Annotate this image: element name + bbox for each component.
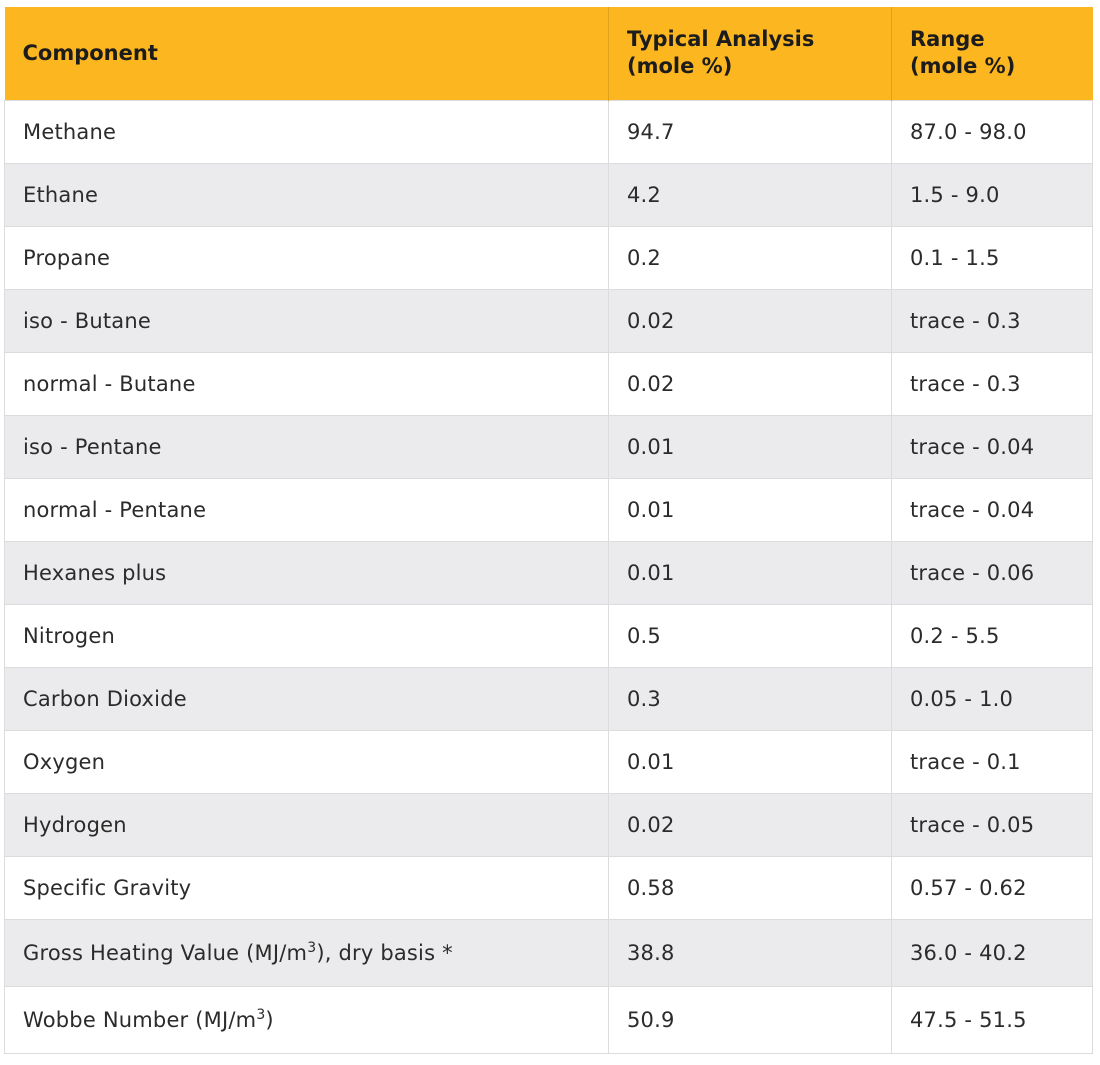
cell-range: trace - 0.3 xyxy=(891,351,1093,416)
cell-range: 0.2 - 5.5 xyxy=(891,603,1093,668)
cell-typical: 94.7 xyxy=(608,99,892,164)
header-component: Component xyxy=(4,7,609,100)
cell-typical: 0.3 xyxy=(608,666,892,731)
cell-range: 87.0 - 98.0 xyxy=(891,99,1093,164)
cell-component: Carbon Dioxide xyxy=(4,666,609,731)
cell-range: trace - 0.04 xyxy=(891,414,1093,479)
cell-range: 0.1 - 1.5 xyxy=(891,225,1093,290)
wobbe-label-post: ) xyxy=(265,1007,274,1032)
table-row: Carbon Dioxide 0.3 0.05 - 1.0 xyxy=(4,666,1093,731)
table-row: normal - Butane 0.02 trace - 0.3 xyxy=(4,351,1093,416)
header-range-line1: Range xyxy=(910,27,985,52)
cell-component: Oxygen xyxy=(4,729,609,794)
table-row-gross-heating-value: Gross Heating Value (MJ/m3), dry basis *… xyxy=(4,918,1093,987)
cell-component: Wobbe Number (MJ/m3) xyxy=(4,985,609,1054)
cell-range: trace - 0.05 xyxy=(891,792,1093,857)
cell-typical: 0.5 xyxy=(608,603,892,668)
cell-range: 1.5 - 9.0 xyxy=(891,162,1093,227)
header-typical-line1: Typical Analysis xyxy=(627,27,815,52)
table-row: Ethane 4.2 1.5 - 9.0 xyxy=(4,162,1093,227)
cell-typical: 0.02 xyxy=(608,288,892,353)
cell-component: iso - Butane xyxy=(4,288,609,353)
table-row: Propane 0.2 0.1 - 1.5 xyxy=(4,225,1093,290)
table-row-wobbe-number: Wobbe Number (MJ/m3) 50.9 47.5 - 51.5 xyxy=(4,985,1093,1054)
cell-typical: 0.01 xyxy=(608,477,892,542)
cell-component: Methane xyxy=(4,99,609,164)
gross-heating-label-pre: Gross Heating Value (MJ/m xyxy=(23,940,308,965)
table-row: iso - Pentane 0.01 trace - 0.04 xyxy=(4,414,1093,479)
wobbe-superscript: 3 xyxy=(256,1006,266,1023)
gross-heating-superscript: 3 xyxy=(307,939,317,956)
table-body: Methane 94.7 87.0 - 98.0 Ethane 4.2 1.5 … xyxy=(4,99,1093,1054)
header-range: Range (mole %) xyxy=(891,7,1093,100)
cell-typical: 0.02 xyxy=(608,351,892,416)
header-typical-analysis: Typical Analysis (mole %) xyxy=(608,7,892,100)
cell-component: Specific Gravity xyxy=(4,855,609,920)
table-row: Hydrogen 0.02 trace - 0.05 xyxy=(4,792,1093,857)
table-row: Nitrogen 0.5 0.2 - 5.5 xyxy=(4,603,1093,668)
header-range-line2: (mole %) xyxy=(910,54,1016,79)
cell-typical: 50.9 xyxy=(608,985,892,1054)
cell-component: Propane xyxy=(4,225,609,290)
cell-component: normal - Butane xyxy=(4,351,609,416)
cell-component: normal - Pentane xyxy=(4,477,609,542)
cell-range: 0.05 - 1.0 xyxy=(891,666,1093,731)
cell-typical: 0.01 xyxy=(608,540,892,605)
cell-component: Nitrogen xyxy=(4,603,609,668)
table-row: Hexanes plus 0.01 trace - 0.06 xyxy=(4,540,1093,605)
cell-typical: 0.2 xyxy=(608,225,892,290)
table-row: Oxygen 0.01 trace - 0.1 xyxy=(4,729,1093,794)
cell-component: Ethane xyxy=(4,162,609,227)
cell-range: trace - 0.04 xyxy=(891,477,1093,542)
cell-component: Hydrogen xyxy=(4,792,609,857)
cell-component: Gross Heating Value (MJ/m3), dry basis * xyxy=(4,918,609,987)
table-header: Component Typical Analysis (mole %) Rang… xyxy=(4,7,1093,100)
cell-typical: 38.8 xyxy=(608,918,892,987)
cell-component: iso - Pentane xyxy=(4,414,609,479)
gas-composition-table-container: Component Typical Analysis (mole %) Rang… xyxy=(4,7,1093,1054)
cell-range: trace - 0.1 xyxy=(891,729,1093,794)
header-component-label: Component xyxy=(22,40,158,65)
table-row: Methane 94.7 87.0 - 98.0 xyxy=(4,99,1093,164)
cell-component: Hexanes plus xyxy=(4,540,609,605)
cell-typical: 0.01 xyxy=(608,414,892,479)
cell-typical: 4.2 xyxy=(608,162,892,227)
table-row: normal - Pentane 0.01 trace - 0.04 xyxy=(4,477,1093,542)
cell-typical: 0.58 xyxy=(608,855,892,920)
cell-range: 0.57 - 0.62 xyxy=(891,855,1093,920)
cell-range: 47.5 - 51.5 xyxy=(891,985,1093,1054)
gas-composition-table: Component Typical Analysis (mole %) Rang… xyxy=(4,7,1093,1054)
cell-range: 36.0 - 40.2 xyxy=(891,918,1093,987)
wobbe-label-pre: Wobbe Number (MJ/m xyxy=(23,1007,257,1032)
cell-range: trace - 0.3 xyxy=(891,288,1093,353)
cell-typical: 0.01 xyxy=(608,729,892,794)
header-row: Component Typical Analysis (mole %) Rang… xyxy=(4,7,1093,100)
header-typical-line2: (mole %) xyxy=(627,54,733,79)
cell-typical: 0.02 xyxy=(608,792,892,857)
cell-range: trace - 0.06 xyxy=(891,540,1093,605)
table-row: Specific Gravity 0.58 0.57 - 0.62 xyxy=(4,855,1093,920)
gross-heating-label-post: ), dry basis * xyxy=(316,940,453,965)
table-row: iso - Butane 0.02 trace - 0.3 xyxy=(4,288,1093,353)
